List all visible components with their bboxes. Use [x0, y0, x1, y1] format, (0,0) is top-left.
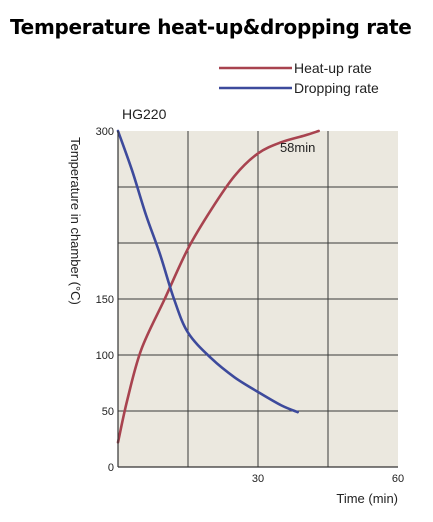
x-axis-label: Time (min) [336, 491, 398, 506]
series-line-heat-up-rate [116, 129, 320, 444]
x-tick-label: 30 [252, 473, 264, 485]
legend-label: Dropping rate [294, 80, 379, 96]
y-tick-label: 50 [102, 406, 114, 418]
y-axis-label: Temperature in chamber (°C) [68, 137, 83, 305]
legend-label: Heat-up rate [294, 60, 372, 76]
tick-labels: 0 50 100 150 300 30 60 [96, 126, 404, 485]
y-tick-label: 0 [108, 462, 114, 474]
legend: Heat-up rate Dropping rate [219, 60, 379, 96]
x-tick-label: 60 [392, 473, 404, 485]
page-title: Temperature heat-up&dropping rate [10, 15, 412, 39]
y-tick-label: 150 [96, 294, 114, 306]
annotation-label: 58min [280, 140, 315, 155]
series-lines [116, 129, 320, 444]
chart-subtitle: HG220 [122, 106, 167, 122]
series-line-dropping-rate [116, 129, 299, 414]
annotations: 58min [280, 140, 315, 155]
y-tick-label: 300 [96, 126, 114, 138]
y-tick-label: 100 [96, 350, 114, 362]
axes [117, 131, 398, 468]
